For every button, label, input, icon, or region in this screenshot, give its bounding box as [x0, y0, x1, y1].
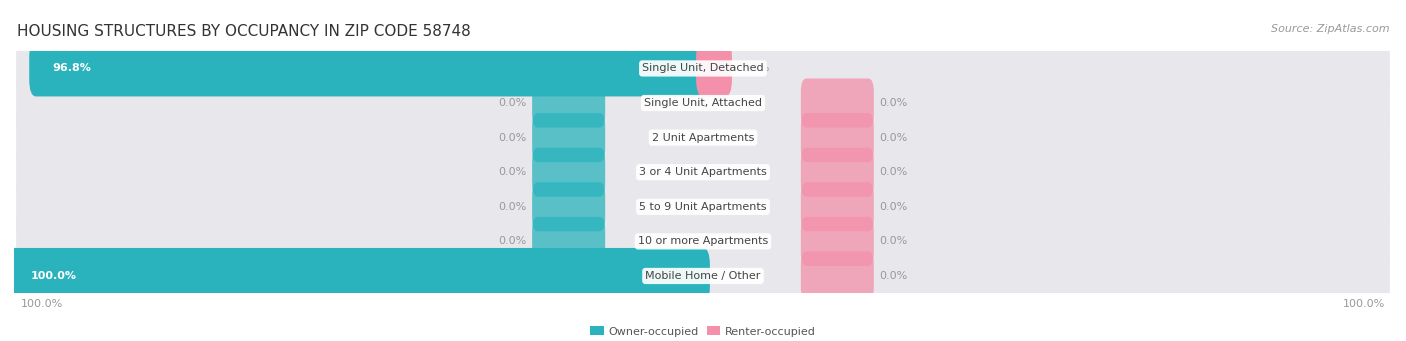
- FancyBboxPatch shape: [801, 113, 875, 162]
- FancyBboxPatch shape: [801, 148, 875, 197]
- Text: 0.0%: 0.0%: [879, 202, 908, 212]
- Text: 96.8%: 96.8%: [52, 63, 91, 73]
- FancyBboxPatch shape: [531, 113, 605, 162]
- Legend: Owner-occupied, Renter-occupied: Owner-occupied, Renter-occupied: [586, 322, 820, 341]
- FancyBboxPatch shape: [7, 248, 710, 304]
- FancyBboxPatch shape: [801, 182, 875, 231]
- FancyBboxPatch shape: [15, 214, 1391, 268]
- Text: Single Unit, Detached: Single Unit, Detached: [643, 63, 763, 73]
- FancyBboxPatch shape: [696, 41, 733, 97]
- FancyBboxPatch shape: [531, 217, 605, 266]
- FancyBboxPatch shape: [531, 148, 605, 197]
- Text: 0.0%: 0.0%: [498, 236, 527, 247]
- Text: 2 Unit Apartments: 2 Unit Apartments: [652, 133, 754, 143]
- FancyBboxPatch shape: [15, 145, 1391, 199]
- Text: Source: ZipAtlas.com: Source: ZipAtlas.com: [1271, 24, 1389, 34]
- FancyBboxPatch shape: [15, 42, 1391, 95]
- Text: 0.0%: 0.0%: [498, 98, 527, 108]
- Text: 5 to 9 Unit Apartments: 5 to 9 Unit Apartments: [640, 202, 766, 212]
- Text: 0.0%: 0.0%: [879, 271, 908, 281]
- Text: 0.0%: 0.0%: [498, 133, 527, 143]
- FancyBboxPatch shape: [15, 76, 1391, 130]
- FancyBboxPatch shape: [30, 41, 710, 97]
- FancyBboxPatch shape: [531, 182, 605, 231]
- Text: Single Unit, Attached: Single Unit, Attached: [644, 98, 762, 108]
- Text: Mobile Home / Other: Mobile Home / Other: [645, 271, 761, 281]
- Text: HOUSING STRUCTURES BY OCCUPANCY IN ZIP CODE 58748: HOUSING STRUCTURES BY OCCUPANCY IN ZIP C…: [17, 24, 471, 39]
- Text: 100.0%: 100.0%: [21, 299, 63, 310]
- Text: 0.0%: 0.0%: [498, 167, 527, 177]
- Text: 100.0%: 100.0%: [31, 271, 76, 281]
- Text: 0.0%: 0.0%: [879, 133, 908, 143]
- FancyBboxPatch shape: [15, 249, 1391, 303]
- Text: 0.0%: 0.0%: [498, 202, 527, 212]
- FancyBboxPatch shape: [531, 78, 605, 128]
- FancyBboxPatch shape: [801, 78, 875, 128]
- Text: 3.2%: 3.2%: [741, 63, 770, 73]
- FancyBboxPatch shape: [15, 110, 1391, 165]
- Text: 100.0%: 100.0%: [1343, 299, 1385, 310]
- Text: 3 or 4 Unit Apartments: 3 or 4 Unit Apartments: [640, 167, 766, 177]
- Text: 10 or more Apartments: 10 or more Apartments: [638, 236, 768, 247]
- FancyBboxPatch shape: [15, 180, 1391, 234]
- FancyBboxPatch shape: [801, 217, 875, 266]
- Text: 0.0%: 0.0%: [879, 167, 908, 177]
- FancyBboxPatch shape: [801, 251, 875, 300]
- Text: 0.0%: 0.0%: [879, 98, 908, 108]
- Text: 0.0%: 0.0%: [879, 236, 908, 247]
